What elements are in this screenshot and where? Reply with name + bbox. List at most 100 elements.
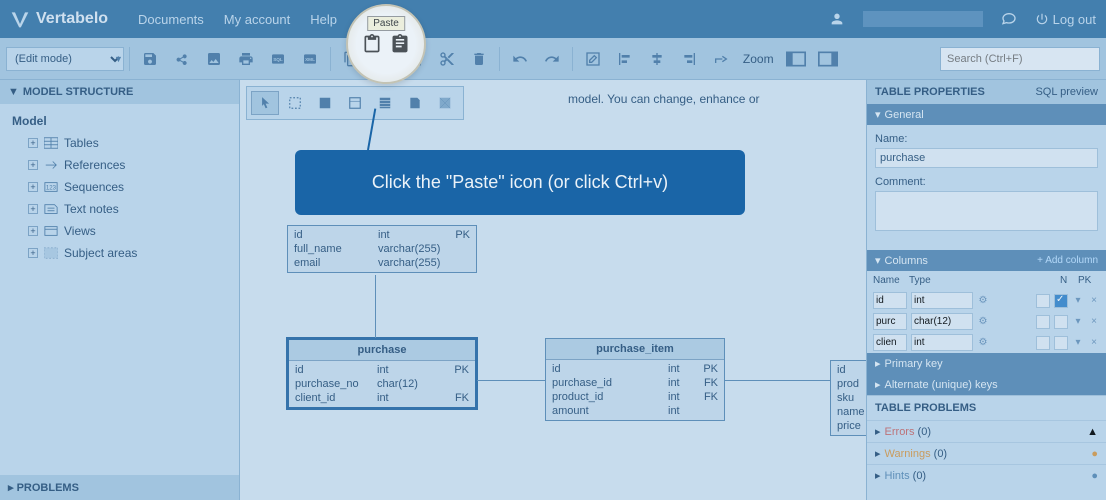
chevron-down-icon[interactable]: ▾ [1072, 295, 1084, 306]
note-icon [44, 203, 58, 215]
save-icon[interactable] [136, 45, 164, 73]
zoom-panel-left-icon[interactable] [782, 45, 810, 73]
pk-checkbox[interactable] [1054, 336, 1068, 350]
col-type-input[interactable] [911, 334, 973, 351]
tree-item-views[interactable]: +Views [0, 220, 239, 242]
tree-item-sequences[interactable]: +123Sequences [0, 176, 239, 198]
tree-root-model[interactable]: Model [0, 110, 239, 132]
brand-name: Vertabelo [36, 10, 108, 28]
comment-textarea[interactable] [875, 191, 1098, 231]
relation-line [375, 275, 376, 338]
canvas-toolbar [246, 86, 464, 120]
nav-documents[interactable]: Documents [138, 12, 204, 27]
print-icon[interactable] [232, 45, 260, 73]
edit-icon[interactable] [579, 45, 607, 73]
logout-link[interactable]: Log out [1035, 12, 1096, 27]
left-panel: ▼ MODEL STRUCTURE Model +Tables +Referen… [0, 80, 240, 500]
hints-row[interactable]: ▸Hints (0)● [867, 464, 1106, 486]
relation-line [477, 380, 545, 381]
pointer-tool-icon[interactable] [251, 91, 279, 115]
reference-icon[interactable] [707, 45, 735, 73]
delete-col-icon[interactable]: × [1088, 295, 1100, 306]
add-column-link[interactable]: + Add column [1037, 255, 1098, 266]
nullable-checkbox[interactable] [1036, 336, 1050, 350]
errors-row[interactable]: ▸Errors (0)▲ [867, 420, 1106, 442]
col-grid-header: Name Type N PK [867, 271, 1106, 290]
table-title: purchase [289, 340, 475, 361]
warnings-row[interactable]: ▸Warnings (0)● [867, 442, 1106, 464]
gear-icon[interactable]: ⚙ [977, 337, 989, 348]
tree-item-subject-areas[interactable]: +Subject areas [0, 242, 239, 264]
align-center-icon[interactable] [643, 45, 671, 73]
db-table-purchase[interactable]: purchase idintPK purchase_nochar(12) cli… [287, 338, 477, 409]
speech-icon[interactable] [1001, 11, 1017, 27]
col-name-input[interactable] [873, 334, 907, 351]
gear-icon[interactable]: ⚙ [977, 316, 989, 327]
db-table-product[interactable]: id prod sku name price [830, 360, 870, 436]
add-ref-icon[interactable] [341, 91, 369, 115]
col-name-input[interactable] [873, 313, 907, 330]
nullable-checkbox[interactable] [1036, 315, 1050, 329]
col-type-input[interactable] [911, 313, 973, 330]
comment-label: Comment: [875, 176, 1098, 188]
nav-my-account[interactable]: My account [224, 12, 290, 27]
pk-checkbox[interactable] [1054, 315, 1068, 329]
image-icon[interactable] [200, 45, 228, 73]
section-general[interactable]: ▾General [867, 104, 1106, 125]
sql-icon[interactable]: SQL [264, 45, 292, 73]
col-name-input[interactable] [873, 292, 907, 309]
table-properties-header: TABLE PROPERTIES SQL preview [867, 80, 1106, 104]
tree-item-references[interactable]: +References [0, 154, 239, 176]
tree-item-text-notes[interactable]: +Text notes [0, 198, 239, 220]
name-label: Name: [875, 133, 1098, 145]
share-icon[interactable] [168, 45, 196, 73]
sequence-icon: 123 [44, 181, 58, 193]
column-row: ⚙ ▾ × [867, 332, 1106, 353]
cut-icon[interactable] [433, 45, 461, 73]
delete-col-icon[interactable]: × [1088, 337, 1100, 348]
nav-help[interactable]: Help [310, 12, 337, 27]
section-primary-key[interactable]: ▸Primary key [867, 353, 1106, 374]
db-table-client[interactable]: idintPK full_namevarchar(255) emailvarch… [287, 225, 477, 273]
delete-icon[interactable] [465, 45, 493, 73]
col-type-input[interactable] [911, 292, 973, 309]
add-area-icon[interactable] [431, 91, 459, 115]
model-structure-header[interactable]: ▼ MODEL STRUCTURE [0, 80, 239, 104]
section-columns[interactable]: ▾Columns+ Add column [867, 250, 1106, 271]
canvas[interactable]: model. You can change, enhance or idintP… [240, 80, 866, 500]
error-icon: ▲ [1087, 426, 1098, 438]
nullable-checkbox[interactable] [1036, 294, 1050, 308]
column-row: ⚙ ▾ × [867, 290, 1106, 311]
gear-icon[interactable]: ⚙ [977, 295, 989, 306]
logout-label: Log out [1053, 12, 1096, 27]
pk-checkbox[interactable] [1054, 294, 1068, 308]
paste-tooltip: Paste [367, 16, 405, 31]
user-icon[interactable] [829, 11, 845, 27]
table-problems-header: TABLE PROBLEMS [867, 395, 1106, 420]
select-area-icon[interactable] [281, 91, 309, 115]
add-note-icon[interactable] [401, 91, 429, 115]
tree-item-tables[interactable]: +Tables [0, 132, 239, 154]
align-left-icon[interactable] [611, 45, 639, 73]
mode-select[interactable]: (Edit mode) [6, 47, 124, 71]
chevron-down-icon[interactable]: ▾ [1072, 316, 1084, 327]
brand-logo[interactable]: Vertabelo [10, 9, 108, 29]
add-table-icon[interactable] [311, 91, 339, 115]
xml-icon[interactable]: XML [296, 45, 324, 73]
section-alt-keys[interactable]: ▸Alternate (unique) keys [867, 374, 1106, 395]
redo-icon[interactable] [538, 45, 566, 73]
undo-icon[interactable] [506, 45, 534, 73]
zoom-panel-right-icon[interactable] [814, 45, 842, 73]
delete-col-icon[interactable]: × [1088, 316, 1100, 327]
hint-icon: ● [1091, 470, 1098, 482]
column-row: ⚙ ▾ × [867, 311, 1106, 332]
caret-down-icon: ▼ [8, 86, 19, 98]
problems-panel-header[interactable]: ▸ PROBLEMS [0, 475, 239, 500]
table-name-input[interactable] [875, 148, 1098, 168]
db-table-purchase-item[interactable]: purchase_item idintPK purchase_idintFK p… [545, 338, 725, 421]
align-right-icon[interactable] [675, 45, 703, 73]
svg-text:SQL: SQL [273, 57, 283, 62]
chevron-down-icon[interactable]: ▾ [1072, 337, 1084, 348]
search-input[interactable] [940, 47, 1100, 71]
sql-preview-link[interactable]: SQL preview [1035, 86, 1098, 98]
